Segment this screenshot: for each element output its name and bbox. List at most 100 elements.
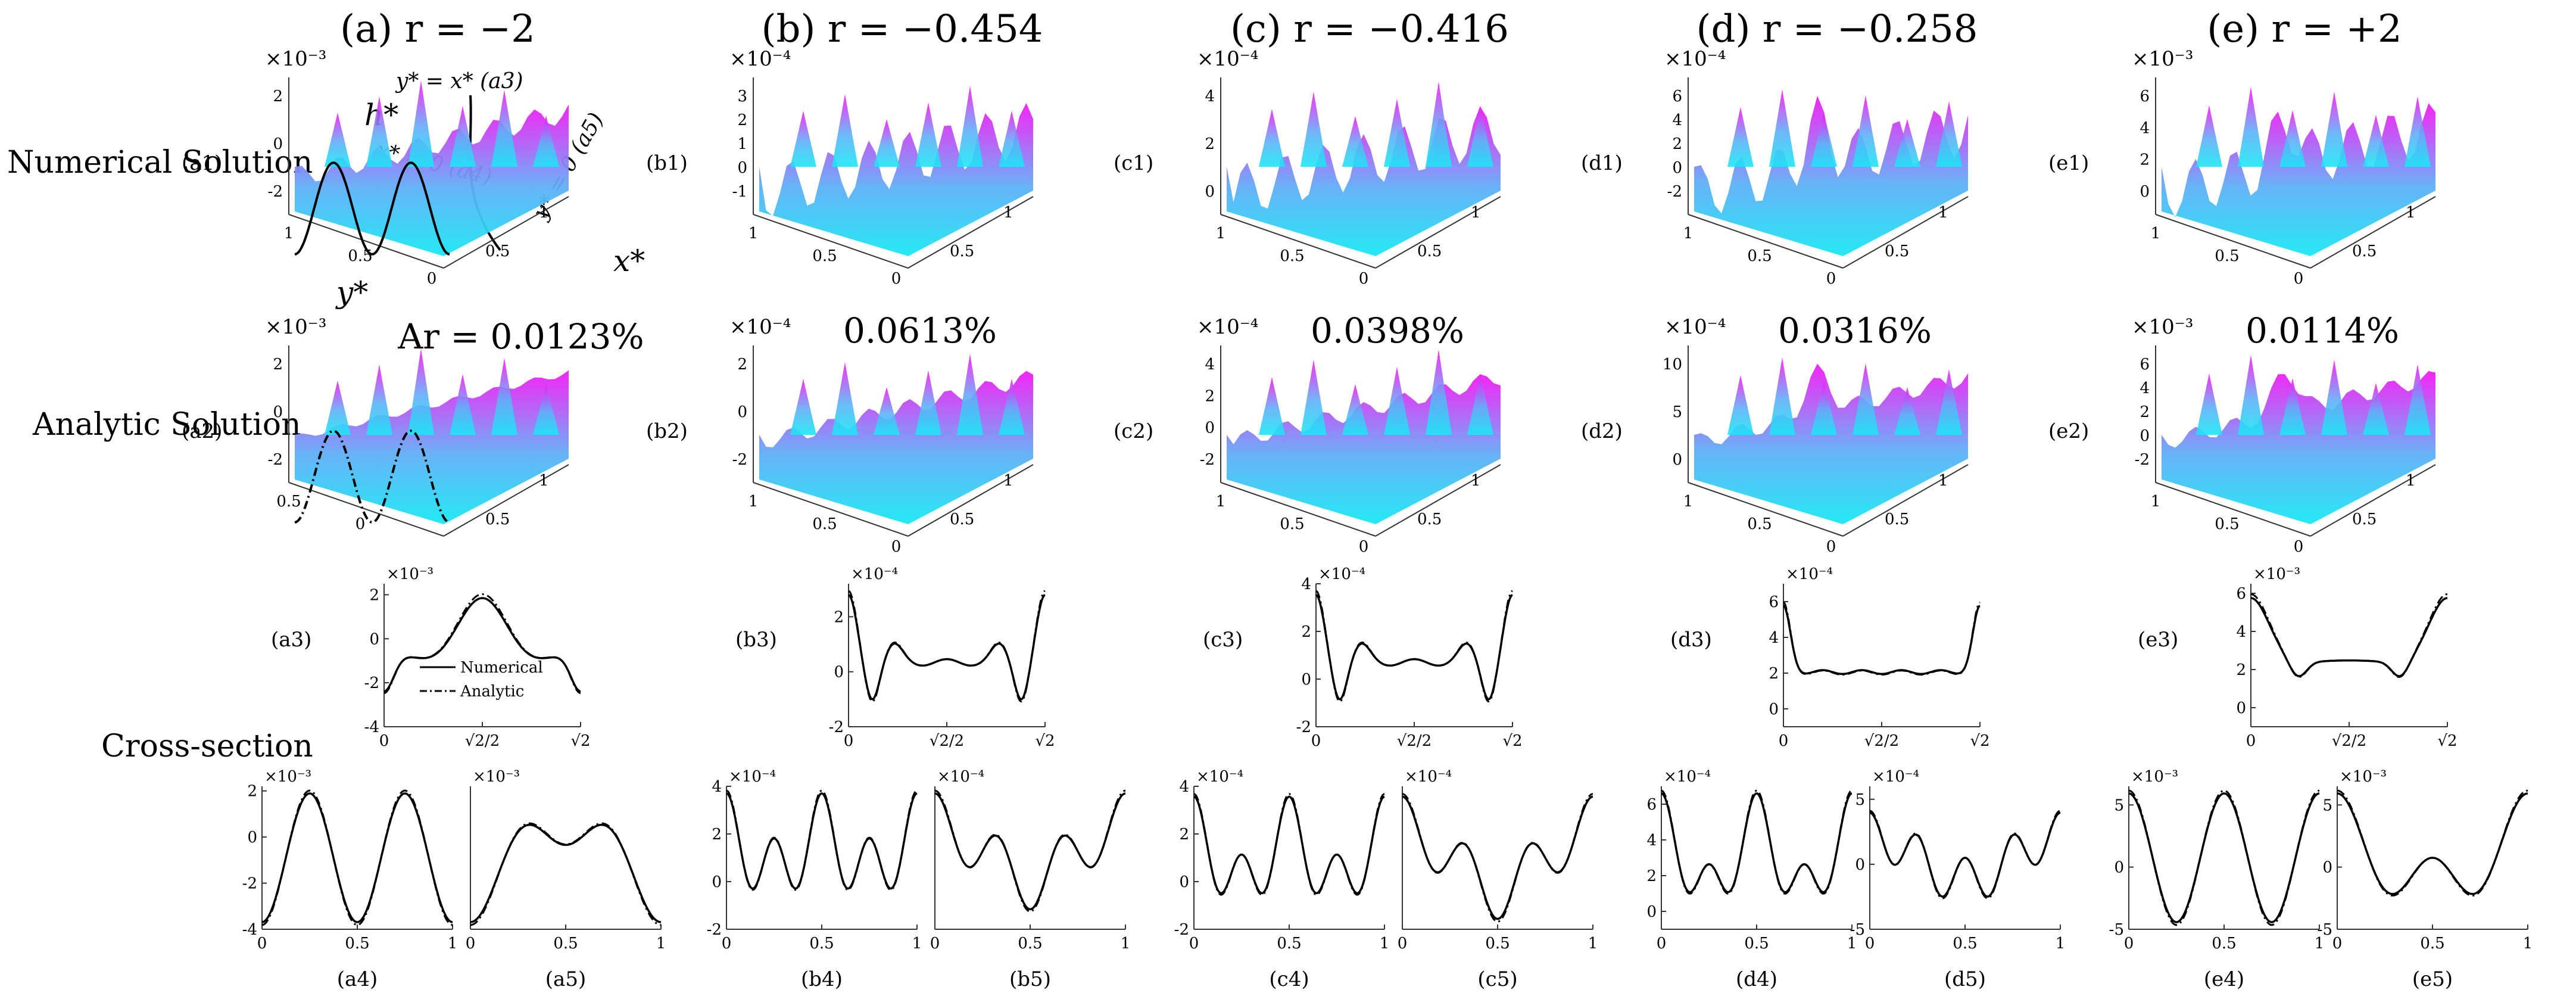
panel-d2-surface bbox=[1694, 363, 1968, 524]
panel-a1-ztick-label: 2 bbox=[273, 88, 283, 105]
panel-a1-peak bbox=[533, 116, 559, 167]
panel-e4-ytick-label: 5 bbox=[2114, 796, 2124, 814]
panel-c4-analytic-line bbox=[1193, 793, 1385, 896]
panel-d3-ytick-label: 6 bbox=[1769, 593, 1779, 611]
panel-e5-magnitude: ×10⁻³ bbox=[2340, 768, 2387, 786]
column-e: (e) r = +2 0.0114% 0 2 4 6 1 0.5 0 0.5 1 ×10⁻³ (e1) -… bbox=[2048, 7, 2533, 991]
panel-b4-xtick-label: 0.5 bbox=[809, 935, 834, 952]
panel-a2-x-axis bbox=[443, 464, 569, 537]
panel-c2-ztick-label: 0 bbox=[1205, 419, 1215, 437]
panel-d1-peak bbox=[1727, 107, 1754, 167]
panel-b1-peak bbox=[957, 86, 983, 167]
panel-d1-xtick-label: 1 bbox=[1938, 204, 1948, 222]
panel-c1-ztick-label: 2 bbox=[1205, 135, 1215, 153]
panel-b1-ztick-label: 0 bbox=[737, 159, 747, 177]
panel-a2-peak bbox=[491, 358, 517, 435]
panel-e1-surface bbox=[2162, 103, 2435, 257]
panel-a3-ytick-label: 0 bbox=[369, 630, 379, 648]
panel-d2-y-axis bbox=[1688, 482, 1844, 537]
axis-var-x: x* bbox=[613, 244, 645, 278]
panel-c2-ztick-label: -2 bbox=[1200, 451, 1215, 469]
panel-c1-xtick-label: 0.5 bbox=[1417, 242, 1442, 260]
panel-e2-magnitude: ×10⁻³ bbox=[2132, 315, 2193, 339]
panel-e3-label: (e3) bbox=[2138, 628, 2178, 652]
panel-a5-label: (a5) bbox=[545, 967, 586, 991]
panel-b4-magnitude: ×10⁻⁴ bbox=[729, 768, 776, 786]
panel-e5-analytic-line bbox=[2337, 789, 2528, 896]
panel-b3-xtick-label: √2 bbox=[1035, 732, 1055, 750]
panel-d5-magnitude: ×10⁻⁴ bbox=[1872, 768, 1919, 786]
panel-e1-peak bbox=[2405, 97, 2431, 167]
panel-a1-ytick-label: 0 bbox=[427, 270, 437, 288]
panel-e2-ztick-label: -2 bbox=[2135, 451, 2150, 469]
panel-e4-xtick-label: 1 bbox=[2315, 935, 2325, 952]
panel-d3-magnitude: ×10⁻⁴ bbox=[1786, 565, 1833, 583]
panel-e3-xtick-label: √2/2 bbox=[2332, 732, 2366, 750]
panel-b1-xtick-label: 1 bbox=[1003, 204, 1013, 222]
panel-b1-ztick-label: -1 bbox=[732, 183, 747, 201]
panel-d4-xtick-label: 0.5 bbox=[1744, 935, 1769, 952]
panel-a1-magnitude: ×10⁻³ bbox=[265, 47, 326, 71]
panel-c3-xtick-label: 0 bbox=[1311, 732, 1321, 750]
panel-d3-numerical-line bbox=[1783, 605, 1981, 676]
panel-a4-xtick-label: 1 bbox=[448, 935, 458, 952]
panel-e2-xtick-label: 0.5 bbox=[2352, 510, 2377, 528]
panel-a2-peak bbox=[533, 384, 559, 435]
panel-b4-ytick-label: -2 bbox=[707, 921, 722, 939]
panel-e3-xtick-label: 0 bbox=[2246, 732, 2256, 750]
panel-c4-ytick-label: -2 bbox=[1174, 921, 1189, 939]
panel-e1-ytick-label: 0.5 bbox=[2215, 247, 2239, 265]
panel-c2-label: (c2) bbox=[1114, 419, 1153, 443]
panel-b1-ztick-label: 3 bbox=[737, 88, 747, 105]
panel-e3-ytick-label: 0 bbox=[2236, 699, 2246, 717]
panel-a1-edge-line bbox=[294, 161, 450, 256]
panel-c3-ytick-label: 4 bbox=[1301, 575, 1311, 593]
column-a: (a) r = −2 Ar = 0.0123% -2 0 2 1 0.5 0 0.5 1 ×10⁻³… bbox=[182, 7, 666, 991]
panel-a4-ytick-label: -2 bbox=[242, 875, 257, 893]
panel-b2-peak bbox=[874, 387, 900, 435]
panel-c5-xtick-label: 0 bbox=[1398, 935, 1408, 952]
panel-e5-ytick-label: 0 bbox=[2322, 859, 2332, 877]
panel-c1-y-axis bbox=[1220, 214, 1376, 269]
panel-b4-ytick-label: 0 bbox=[712, 873, 722, 891]
panel-d1-peak bbox=[1853, 95, 1879, 167]
ar-value-b: 0.0613% bbox=[843, 310, 997, 351]
panel-c4-magnitude: ×10⁻⁴ bbox=[1196, 768, 1243, 786]
panel-a3-xtick-label: 0 bbox=[379, 732, 389, 750]
panel-b5-label: (b5) bbox=[1009, 967, 1051, 991]
panel-e2-x-axis bbox=[2310, 464, 2436, 537]
panel-a1-peak bbox=[491, 90, 517, 167]
panel-b1-ytick-label: 1 bbox=[749, 225, 759, 242]
panel-a4-label: (a4) bbox=[337, 967, 378, 991]
panel-d3-ytick-label: 0 bbox=[1769, 701, 1779, 718]
column-title-d: (d) r = −0.258 bbox=[1696, 7, 1978, 51]
panel-b3-label: (b3) bbox=[735, 628, 777, 652]
panel-b1-label: (b1) bbox=[646, 151, 688, 175]
row-label-numerical: Numerical Solution bbox=[7, 145, 313, 180]
panel-e3-numerical-line bbox=[2250, 597, 2448, 677]
panel-b2-xtick-label: 0.5 bbox=[950, 510, 974, 528]
panel-a4-magnitude: ×10⁻³ bbox=[264, 768, 311, 786]
panel-e5-xtick-label: 0.5 bbox=[2420, 935, 2444, 952]
panel-d4-ytick-label: 2 bbox=[1646, 867, 1657, 885]
panel-b3-ytick-label: 2 bbox=[834, 608, 844, 626]
panel-d4-ytick-label: 6 bbox=[1646, 796, 1657, 814]
panel-d1-ztick-label: 2 bbox=[1672, 135, 1682, 153]
panel-e4-xtick-label: 0.5 bbox=[2212, 935, 2236, 952]
panel-d1-ytick-label: 1 bbox=[1683, 225, 1694, 242]
panel-a2-y-axis bbox=[288, 482, 444, 537]
panel-c1-ytick-label: 0 bbox=[1359, 270, 1369, 288]
panel-d2-ytick-label: 0.5 bbox=[1747, 515, 1772, 533]
panel-a1-ztick-label: -2 bbox=[268, 183, 283, 201]
panel-d3-xtick-label: √2 bbox=[1970, 732, 1989, 750]
panel-a2-edge-line bbox=[294, 429, 450, 524]
panel-c2-peak bbox=[1467, 374, 1493, 435]
panel-a3-magnitude: ×10⁻³ bbox=[386, 565, 434, 583]
panel-d2-ytick-label: 1 bbox=[1683, 493, 1694, 510]
panel-d2-peak bbox=[1769, 357, 1795, 435]
panel-e4-analytic-line bbox=[2128, 789, 2320, 926]
panel-d1-y-axis bbox=[1688, 214, 1844, 269]
panel-b3-xtick-label: 0 bbox=[844, 732, 854, 750]
panel-d1-ytick-label: 0.5 bbox=[1747, 247, 1772, 265]
panel-c2-ytick-label: 0.5 bbox=[1280, 515, 1304, 533]
